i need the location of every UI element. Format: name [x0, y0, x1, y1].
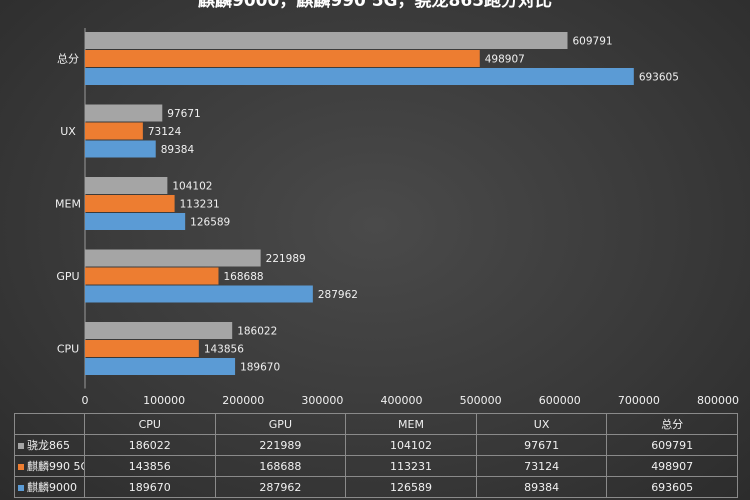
table-header-row: CPU GPU MEM UX 总分 — [14, 413, 738, 435]
table-row: 麒麟990 5G 143856 168688 113231 73124 4989… — [14, 455, 738, 477]
bar — [85, 340, 199, 357]
data-label: 126589 — [190, 217, 230, 229]
data-label: 287962 — [318, 289, 358, 301]
bar — [85, 267, 219, 285]
table-row-label: 麒麟9000 — [14, 476, 85, 498]
category-label: GPU — [56, 270, 79, 283]
bar — [85, 50, 480, 67]
table-row: 骁龙865 186022 221989 104102 97671 609791 — [14, 434, 738, 456]
bar-chart: 总分 609791 498907 693605 UX 97671 73124 89384 MEM… — [55, 28, 739, 407]
bar — [85, 122, 143, 140]
table-header-cell: 总分 — [606, 413, 738, 435]
x-tick-label: 800000 — [697, 394, 739, 407]
bar — [85, 195, 175, 212]
data-label: 89384 — [161, 144, 195, 156]
x-tick-label: 500000 — [460, 394, 502, 407]
chart-title: 麒麟9000，麒麟990 5G，骁龙865跑分对比 — [198, 0, 552, 11]
data-label: 143856 — [204, 344, 244, 356]
legend-swatch — [18, 443, 24, 449]
table-row-label: 骁龙865 — [14, 434, 85, 456]
category-label: MEM — [55, 198, 81, 211]
table-cell: 693605 — [606, 476, 738, 498]
series-name: 麒麟9000 — [27, 481, 77, 494]
legend-swatch — [18, 464, 24, 470]
category-label: UX — [60, 125, 76, 138]
legend-swatch — [18, 485, 24, 491]
category-label: CPU — [57, 343, 79, 356]
table-cell: 189670 — [84, 476, 216, 498]
data-table: CPU GPU MEM UX 总分 骁龙865 186022 221989 10… — [14, 413, 738, 498]
table-header-cell: CPU — [84, 413, 216, 435]
bar — [85, 322, 233, 339]
data-label: 609791 — [572, 36, 612, 48]
bar — [85, 358, 236, 375]
bar — [85, 213, 186, 230]
series-name: 骁龙865 — [27, 439, 70, 452]
x-tick-label: 100000 — [143, 394, 185, 407]
table-cell: 113231 — [345, 455, 477, 477]
bar — [85, 32, 568, 49]
table-cell: 186022 — [84, 434, 216, 456]
x-tick-label: 600000 — [539, 394, 581, 407]
table-cell: 104102 — [345, 434, 477, 456]
table-row-label: 麒麟990 5G — [14, 455, 85, 477]
data-label: 104102 — [172, 181, 212, 193]
table-corner-cell — [14, 413, 85, 435]
x-tick-label: 400000 — [381, 394, 423, 407]
bar — [85, 285, 313, 303]
bar — [85, 104, 163, 122]
series-name: 麒麟990 5G — [27, 460, 85, 473]
data-label: 168688 — [223, 271, 263, 283]
table-cell: 498907 — [606, 455, 738, 477]
category-label: 总分 — [57, 52, 79, 66]
x-tick-label: 200000 — [222, 394, 264, 407]
table-header-cell: MEM — [345, 413, 477, 435]
data-label: 221989 — [266, 253, 306, 265]
data-label: 498907 — [485, 54, 525, 66]
data-label: 73124 — [148, 126, 182, 138]
bar — [85, 249, 261, 267]
table-header-cell: UX — [475, 413, 608, 435]
data-label: 186022 — [237, 326, 277, 338]
table-cell: 143856 — [84, 455, 216, 477]
data-label: 189670 — [240, 362, 280, 374]
data-label: 97671 — [167, 108, 200, 120]
table-cell: 287962 — [214, 476, 347, 498]
table-row: 麒麟9000 189670 287962 126589 89384 693605 — [14, 476, 738, 498]
x-tick-label: 700000 — [618, 394, 660, 407]
table-cell: 89384 — [475, 476, 608, 498]
data-label: 113231 — [180, 199, 220, 211]
table-cell: 97671 — [475, 434, 608, 456]
x-tick-label: 0 — [82, 394, 89, 407]
table-cell: 609791 — [606, 434, 738, 456]
table-cell: 221989 — [214, 434, 347, 456]
bar — [85, 177, 168, 194]
bar — [85, 140, 156, 158]
x-tick-label: 300000 — [301, 394, 343, 407]
data-label: 693605 — [639, 72, 679, 84]
table-cell: 168688 — [214, 455, 347, 477]
table-cell: 126589 — [345, 476, 477, 498]
table-header-cell: GPU — [214, 413, 347, 435]
bar — [85, 68, 634, 85]
table-cell: 73124 — [475, 455, 608, 477]
